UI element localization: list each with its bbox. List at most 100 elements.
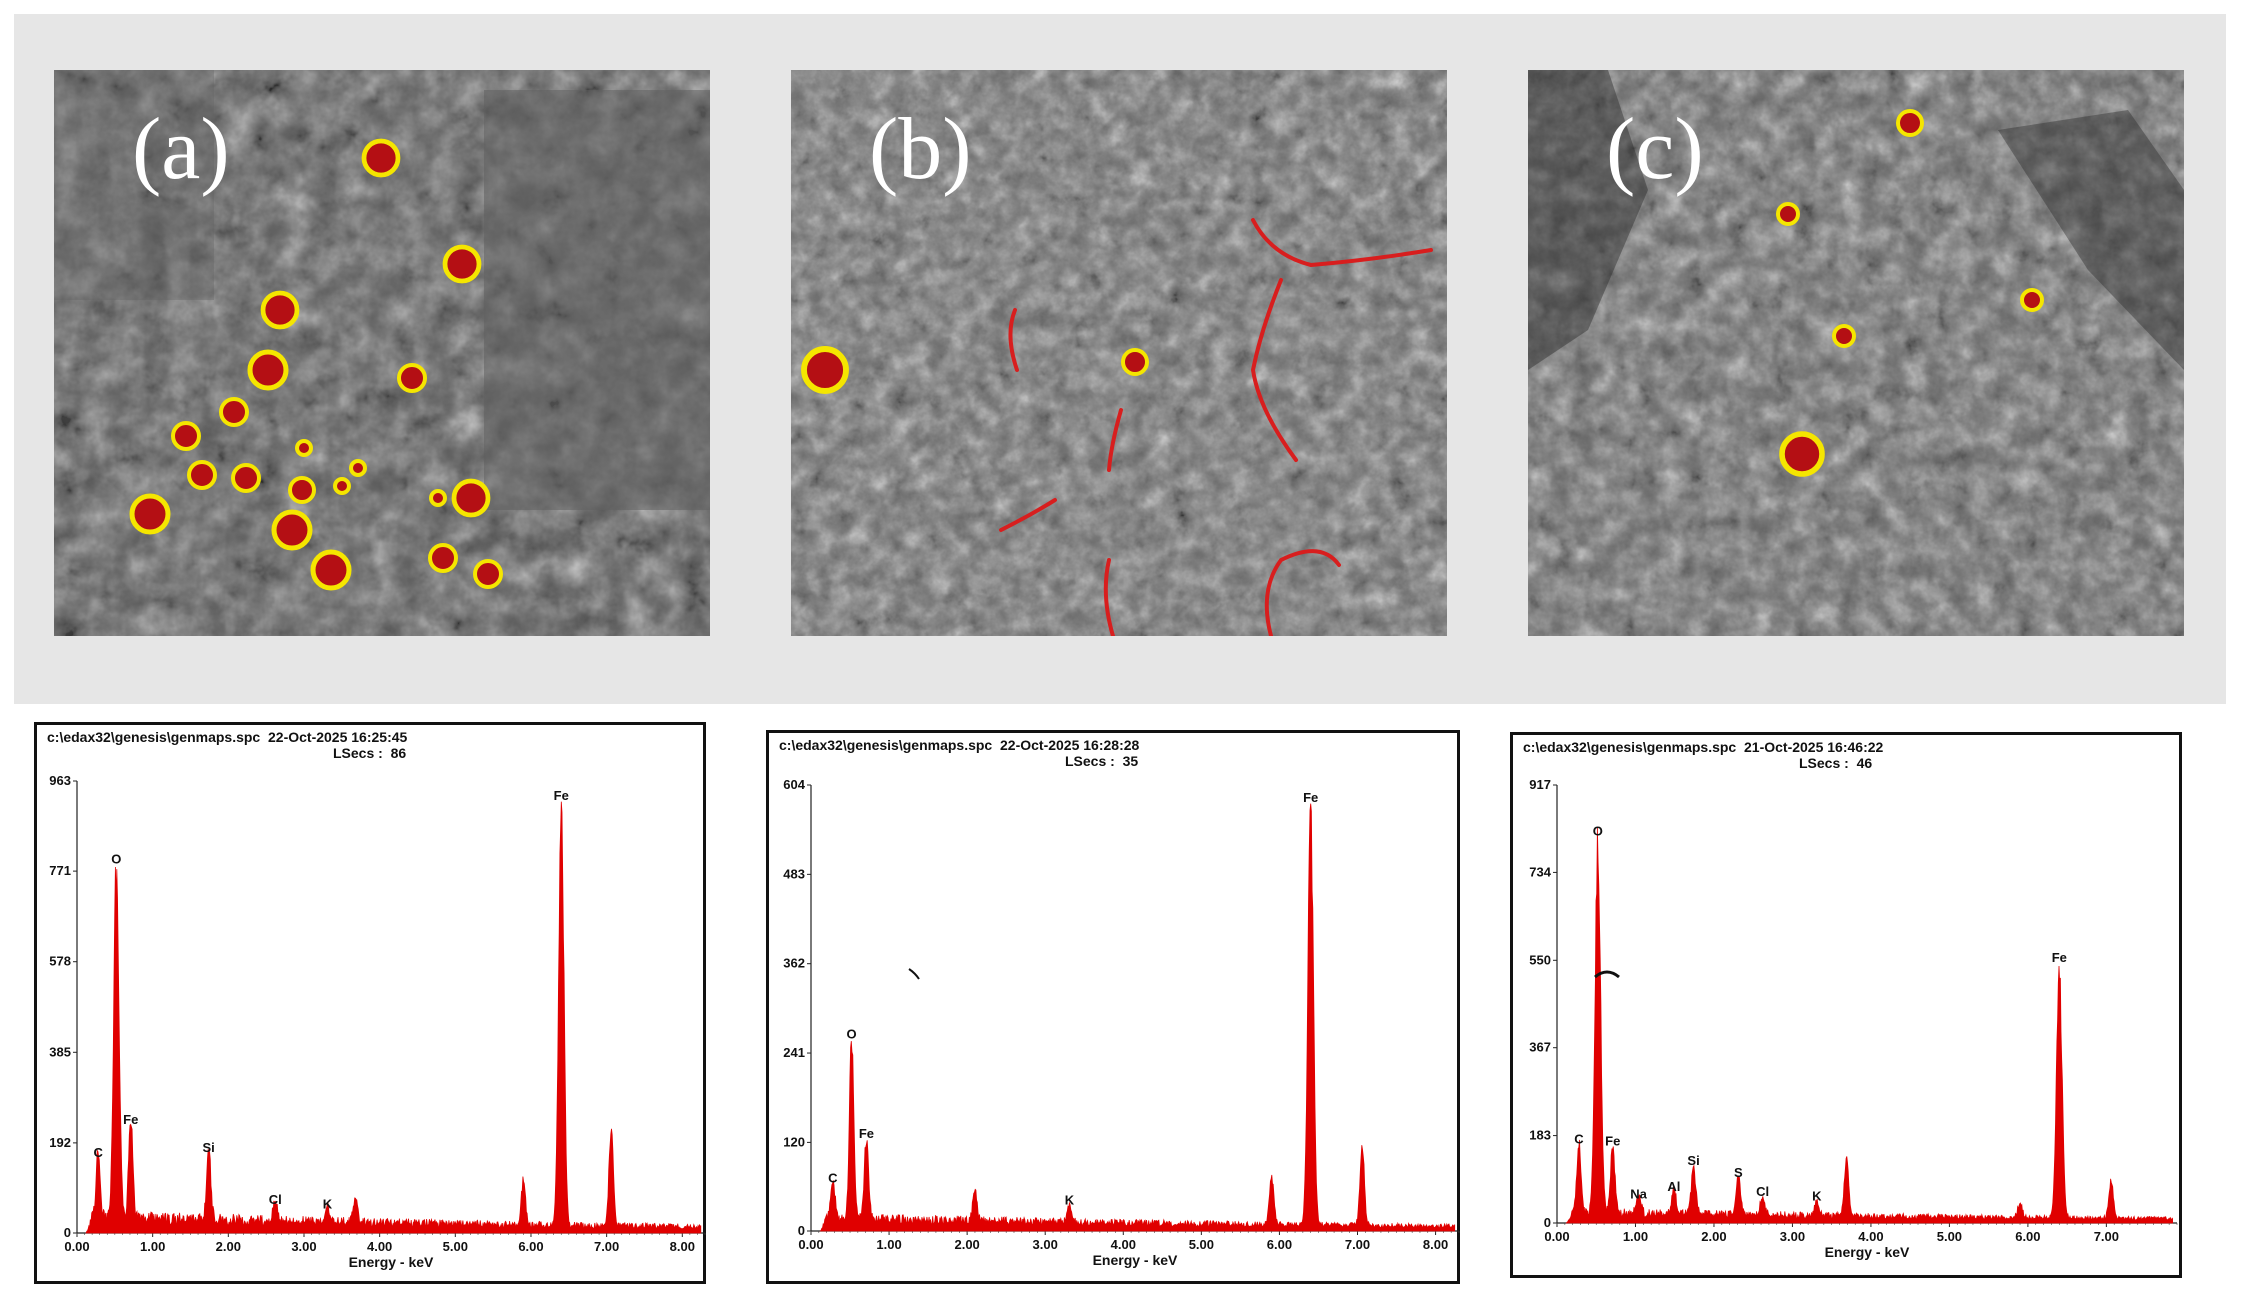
x-tick-label: 2.00 [954, 1237, 979, 1252]
pit-marker [1896, 109, 1924, 137]
pit-marker [1832, 324, 1856, 348]
pit-marker [231, 463, 261, 493]
crack-line [1250, 278, 1298, 462]
pit-marker [397, 363, 427, 393]
x-tick-label: 6.00 [1267, 1237, 1292, 1252]
sem-image-c: (c) [1528, 70, 2184, 636]
pit-marker [1779, 431, 1825, 477]
crack-line [1008, 308, 1019, 372]
crack-line [999, 498, 1057, 532]
spectrum-header: c:\edax32\genesis\genmaps.spc 22-Oct-202… [779, 737, 1140, 753]
y-tick-label: 771 [49, 863, 71, 878]
pit-marker [442, 244, 482, 284]
pit-marker [801, 346, 849, 394]
x-tick-label: 6.00 [518, 1239, 543, 1254]
y-tick-label: 0 [1544, 1215, 1551, 1230]
x-tick-label: 5.00 [1189, 1237, 1214, 1252]
pit-markers-c [1776, 109, 2044, 477]
y-tick-label: 192 [49, 1135, 71, 1150]
peak-label: Si [203, 1140, 215, 1155]
y-tick-label: 604 [783, 777, 805, 792]
y-tick-label: 734 [1529, 864, 1551, 879]
y-tick-label: 917 [1529, 777, 1551, 792]
x-tick-label: 0.00 [1544, 1229, 1569, 1244]
pit-marker [247, 349, 289, 391]
y-tick-label: 0 [798, 1223, 805, 1238]
x-tick-label: 6.00 [2015, 1229, 2040, 1244]
spectrum-lsecs: LSecs : 35 [1065, 753, 1139, 769]
y-tick-label: 0 [64, 1225, 71, 1240]
peak-label: Fe [859, 1126, 874, 1141]
panel-label-a: (a) [132, 101, 230, 198]
pit-marker [1121, 348, 1149, 376]
peak-label: O [111, 852, 121, 867]
spectrum-lsecs: LSecs : 46 [1799, 755, 1873, 771]
x-tick-label: 7.00 [1345, 1237, 1370, 1252]
pit-marker [1776, 202, 1800, 226]
crack-line [1251, 218, 1433, 268]
peak-label: O [847, 1026, 857, 1041]
x-tick-label: 8.00 [1423, 1237, 1448, 1252]
spectrum-series [1565, 827, 2173, 1224]
pit-marker [187, 460, 217, 490]
crack-line [1103, 558, 1115, 636]
pit-marker [295, 439, 313, 457]
pit-marker [260, 290, 300, 330]
y-tick-label: 385 [49, 1044, 71, 1059]
pit-marker [451, 478, 491, 518]
peak-label: Fe [1605, 1134, 1620, 1149]
peak-label: C [1574, 1131, 1584, 1146]
x-tick-label: 1.00 [1623, 1229, 1648, 1244]
peak-label: Fe [1303, 790, 1318, 805]
x-tick-label: 5.00 [443, 1239, 468, 1254]
spectrum-plot: 0 183 367 550 734 917 0.00 1.00 2.00 3.00 4.00 5.00… [1529, 777, 2178, 1260]
peak-label: K [323, 1197, 333, 1212]
eds-spectrum-a: c:\edax32\genesis\genmaps.spc 22-Oct-202… [34, 722, 706, 1284]
y-tick-label: 963 [49, 773, 71, 788]
y-tick-label: 362 [783, 956, 805, 971]
pit-marker [428, 543, 458, 573]
pit-marker [2020, 288, 2044, 312]
pit-marker [171, 421, 201, 451]
peak-label: K [1812, 1189, 1822, 1204]
x-axis-label: Energy - keV [1825, 1244, 1910, 1260]
x-axis-label: Energy - keV [1093, 1252, 1178, 1268]
pit-marker [473, 559, 503, 589]
spectrum-lsecs: LSecs : 86 [333, 745, 407, 761]
x-tick-label: 5.00 [1937, 1229, 1962, 1244]
x-tick-label: 4.00 [1858, 1229, 1883, 1244]
spectrum-series [85, 801, 702, 1234]
pit-marker [271, 509, 313, 551]
spectrum-header: c:\edax32\genesis\genmaps.spc 22-Oct-202… [47, 729, 408, 745]
x-tick-label: 7.00 [594, 1239, 619, 1254]
crack-line [1264, 549, 1341, 636]
x-tick-label: 1.00 [876, 1237, 901, 1252]
x-tick-label: 3.00 [1780, 1229, 1805, 1244]
y-tick-label: 183 [1529, 1128, 1551, 1143]
peak-label: C [828, 1170, 838, 1185]
x-tick-label: 3.00 [291, 1239, 316, 1254]
x-tick-label: 0.00 [64, 1239, 89, 1254]
x-tick-label: 0.00 [798, 1237, 823, 1252]
x-tick-label: 2.00 [216, 1239, 241, 1254]
panel-label-b: (b) [869, 101, 972, 198]
peak-label: Al [1667, 1179, 1680, 1194]
spectrum-header: c:\edax32\genesis\genmaps.spc 21-Oct-202… [1523, 739, 1884, 755]
x-tick-label: 3.00 [1033, 1237, 1058, 1252]
peak-label: Si [1687, 1153, 1699, 1168]
pit-marker [288, 476, 316, 504]
stray-mark [908, 968, 920, 980]
spectrum-plot: 0 120 241 362 483 604 0.00 1.00 2.00 3.00 4.00 5.00… [783, 777, 1460, 1268]
y-tick-label: 367 [1529, 1040, 1551, 1055]
y-tick-label: 120 [783, 1134, 805, 1149]
eds-spectrum-b: c:\edax32\genesis\genmaps.spc 22-Oct-202… [766, 730, 1460, 1284]
peak-label: Cl [269, 1192, 282, 1207]
pit-marker [429, 489, 447, 507]
sem-texture-c [1528, 70, 2184, 636]
x-tick-label: 7.00 [2094, 1229, 2119, 1244]
stray-mark [1594, 970, 1620, 979]
pit-marker [333, 477, 351, 495]
peak-label: S [1734, 1165, 1743, 1180]
y-tick-label: 550 [1529, 952, 1551, 967]
x-tick-label: 4.00 [1111, 1237, 1136, 1252]
